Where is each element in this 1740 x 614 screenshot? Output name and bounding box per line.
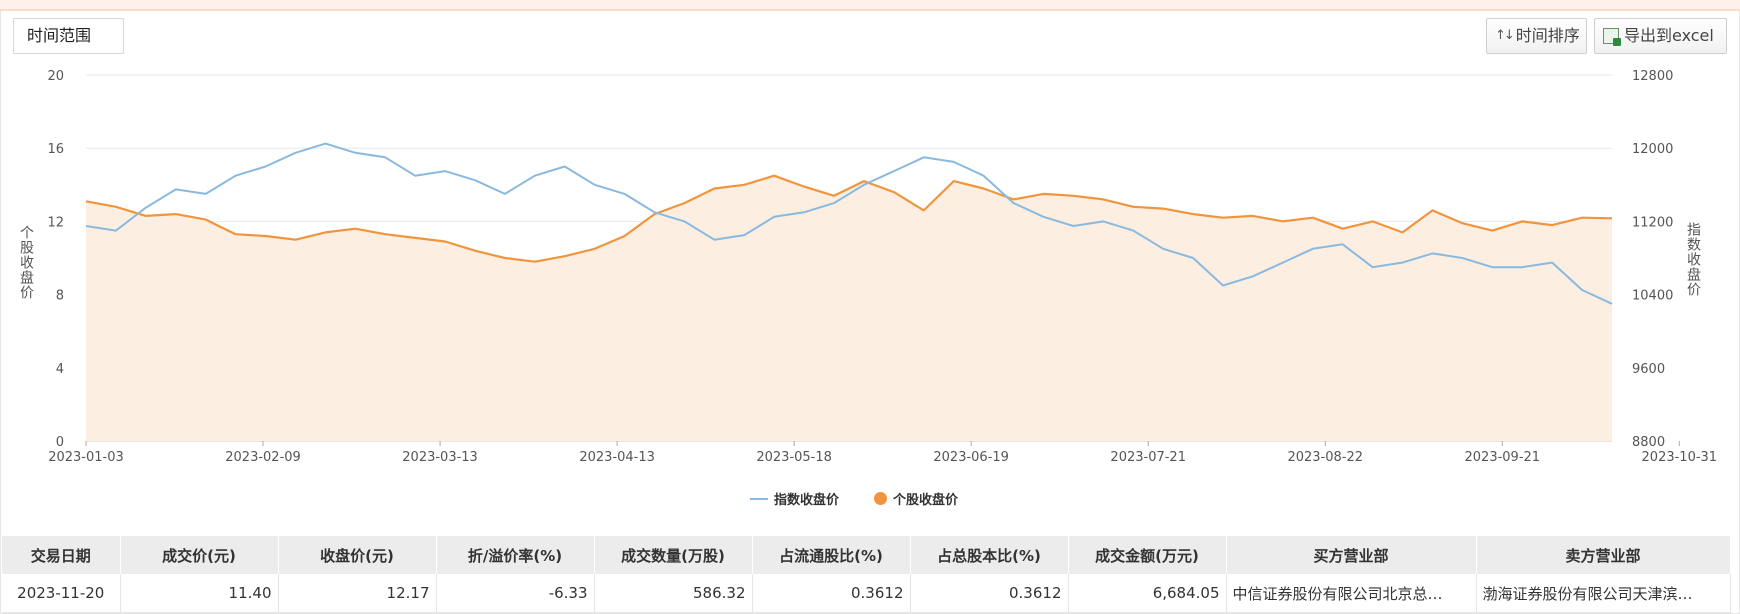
left-tick-label: 4	[56, 362, 64, 377]
export-excel-label: 导出到excel	[1624, 26, 1714, 45]
legend-index-swatch	[750, 497, 768, 500]
col-trade-date[interactable]: 交易日期	[2, 536, 121, 574]
cell-amount: 6,684.05	[1068, 574, 1227, 613]
cell-volume: 586.32	[594, 574, 753, 613]
price-chart: 0 4 8 12 16 20 8800 9600 10400 11200 12000 12800 202…	[47, 69, 1718, 465]
x-tick-label: 2023-09-21	[1465, 450, 1541, 465]
stock-area	[86, 175, 1612, 441]
stock-line	[85, 174, 1613, 263]
cell-float-ratio: 0.3612	[752, 574, 911, 613]
col-close-price[interactable]: 收盘价(元)	[278, 536, 437, 574]
table-header-row: 交易日期 成交价(元) 收盘价(元) 折/溢价率(%) 成交数量(万股) 占流通…	[2, 536, 1731, 574]
col-buyer[interactable]: 买方营业部	[1226, 536, 1477, 574]
left-tick-label: 20	[47, 69, 64, 84]
right-tick-label: 12000	[1632, 142, 1673, 157]
cell-premium-rate: -6.33	[436, 574, 595, 613]
right-axis-title: 指数收盘价	[1685, 222, 1701, 297]
cell-total-ratio: 0.3612	[910, 574, 1069, 613]
cell-seller[interactable]: 渤海证券股份有限公司天津滨…	[1476, 574, 1731, 613]
legend-index[interactable]: 指数收盘价	[750, 489, 839, 508]
col-total-ratio[interactable]: 占总股本比(%)	[910, 536, 1069, 574]
right-tick-label: 12800	[1632, 69, 1673, 84]
x-tick-label: 2023-04-13	[579, 450, 655, 465]
legend-stock-label: 个股收盘价	[893, 493, 959, 508]
export-excel-button[interactable]: 导出到excel	[1594, 18, 1727, 54]
left-tick-label: 12	[47, 215, 64, 230]
x-tick-label: 2023-08-22	[1287, 450, 1363, 465]
time-range-button[interactable]: 时间范围	[13, 18, 124, 54]
x-tick-label: 2023-01-03	[48, 450, 124, 465]
x-tick-label: 2023-02-09	[225, 450, 301, 465]
sort-arrows-icon: ↑↓	[1495, 28, 1515, 43]
right-tick-label: 11200	[1632, 215, 1673, 230]
cell-trade-date: 2023-11-20	[2, 574, 121, 613]
time-sort-button[interactable]: ↑↓ 时间排序	[1486, 18, 1587, 54]
legend-stock-swatch	[874, 492, 887, 505]
col-seller[interactable]: 卖方营业部	[1476, 536, 1731, 574]
left-tick-label: 0	[56, 435, 64, 450]
block-trade-table: 交易日期 成交价(元) 收盘价(元) 折/溢价率(%) 成交数量(万股) 占流通…	[2, 536, 1731, 613]
table-row: 2023-11-20 11.40 12.17 -6.33 586.32 0.36…	[2, 574, 1731, 613]
x-tick-label: 2023-10-31	[1642, 450, 1718, 465]
cell-trade-price: 11.40	[120, 574, 279, 613]
col-volume[interactable]: 成交数量(万股)	[594, 536, 753, 574]
cell-close-price: 12.17	[278, 574, 437, 613]
left-tick-label: 16	[47, 142, 64, 157]
excel-icon	[1603, 28, 1621, 46]
left-tick-label: 8	[56, 289, 64, 304]
top-accent-bar	[0, 0, 1740, 11]
left-axis-title: 个股收盘价	[18, 225, 34, 300]
x-tick-label: 2023-03-13	[402, 450, 478, 465]
right-tick-label: 8800	[1632, 435, 1665, 450]
legend-stock[interactable]: 个股收盘价	[874, 489, 958, 508]
x-tick-label: 2023-07-21	[1110, 450, 1186, 465]
time-sort-label: 时间排序	[1515, 26, 1580, 45]
right-tick-label: 10400	[1632, 289, 1673, 304]
index-line	[85, 142, 1613, 305]
col-float-ratio[interactable]: 占流通股比(%)	[752, 536, 911, 574]
col-trade-price[interactable]: 成交价(元)	[120, 536, 279, 574]
x-tick-label: 2023-05-18	[756, 450, 832, 465]
legend-index-label: 指数收盘价	[774, 493, 840, 508]
col-amount[interactable]: 成交金额(万元)	[1068, 536, 1227, 574]
col-premium-rate[interactable]: 折/溢价率(%)	[436, 536, 595, 574]
x-tick-label: 2023-06-19	[933, 450, 1009, 465]
right-tick-label: 9600	[1632, 362, 1665, 377]
cell-buyer[interactable]: 中信证券股份有限公司北京总…	[1226, 574, 1477, 613]
